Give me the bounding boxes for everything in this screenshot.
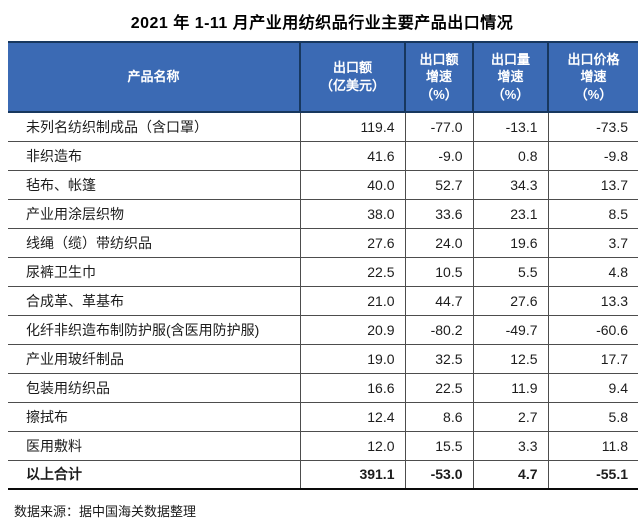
table-row: 化纤非织造布制防护服(含医用防护服) 20.9 -80.2 -49.7 -60.6 [8,315,638,345]
value-cell: -77.0 [404,112,473,142]
header-cell-export-price-growth: 出口价格 增速 （%） [547,41,638,113]
value-cell: -53.0 [404,460,473,490]
header-cell-product-name: 产品名称 [8,41,300,113]
header-cell-export-value: 出口额 （亿美元） [299,41,405,113]
product-name-cell: 擦拭布 [8,402,300,432]
value-cell: 44.7 [404,286,473,316]
product-name-cell: 产业用玻纤制品 [8,344,300,374]
value-cell: 19.0 [299,344,405,374]
value-cell: 3.7 [547,228,638,258]
value-cell: 12.0 [299,431,405,461]
value-cell: -13.1 [472,112,548,142]
value-cell: 16.6 [299,373,405,403]
product-name-cell: 包装用纺织品 [8,373,300,403]
value-cell: -55.1 [547,460,638,490]
value-cell: 23.1 [472,199,548,229]
value-cell: 119.4 [299,112,405,142]
value-cell: 5.5 [472,257,548,287]
value-cell: 41.6 [299,141,405,171]
header-cell-export-value-growth: 出口额 增速 （%） [404,41,473,113]
product-name-cell: 尿裤卫生巾 [8,257,300,287]
value-cell: 27.6 [299,228,405,258]
value-cell: -49.7 [472,315,548,345]
export-table: 产品名称 出口额 （亿美元） 出口额 增速 （%） 出口量 增速 （%） 出口价… [8,41,638,490]
value-cell: -80.2 [404,315,473,345]
product-name-cell: 产业用涂层织物 [8,199,300,229]
value-cell: 20.9 [299,315,405,345]
table-row: 产业用玻纤制品 19.0 32.5 12.5 17.7 [8,344,638,374]
product-name-cell: 毡布、帐篷 [8,170,300,200]
value-cell: 22.5 [299,257,405,287]
value-cell: 38.0 [299,199,405,229]
table-body: 未列名纺织制成品（含口罩） 119.4 -77.0 -13.1 -73.5 非织造布 41.… [8,112,638,490]
page-title: 2021 年 1-11 月产业用纺织品行业主要产品出口情况 [130,15,514,32]
value-cell: 11.8 [547,431,638,461]
value-cell: 27.6 [472,286,548,316]
value-cell: 4.8 [547,257,638,287]
value-cell: 13.7 [547,170,638,200]
value-cell: 33.6 [404,199,473,229]
value-cell: 34.3 [472,170,548,200]
table-row: 非织造布 41.6 -9.0 0.8 -9.8 [8,141,638,171]
value-cell: 10.5 [404,257,473,287]
value-cell: 15.5 [404,431,473,461]
value-cell: 12.4 [299,402,405,432]
table-row: 线绳（缆）带纺织品 27.6 24.0 19.6 3.7 [8,228,638,258]
value-cell: 4.7 [472,460,548,490]
table-row: 毡布、帐篷 40.0 52.7 34.3 13.7 [8,170,638,200]
value-cell: 21.0 [299,286,405,316]
product-name-cell: 医用敷料 [8,431,300,461]
value-cell: 9.4 [547,373,638,403]
table-row: 合成革、革基布 21.0 44.7 27.6 13.3 [8,286,638,316]
data-source-note: 数据来源：据中国海关数据整理 [14,504,197,519]
value-cell: 0.8 [472,141,548,171]
product-name-cell: 线绳（缆）带纺织品 [8,228,300,258]
value-cell: -73.5 [547,112,638,142]
value-cell: 391.1 [299,460,405,490]
product-name-cell: 合成革、革基布 [8,286,300,316]
value-cell: 19.6 [472,228,548,258]
value-cell: 12.5 [472,344,548,374]
value-cell: 8.5 [547,199,638,229]
table-row: 产业用涂层织物 38.0 33.6 23.1 8.5 [8,199,638,229]
table-row: 尿裤卫生巾 22.5 10.5 5.5 4.8 [8,257,638,287]
product-name-cell: 未列名纺织制成品（含口罩） [8,112,300,142]
product-name-cell: 化纤非织造布制防护服(含医用防护服) [8,315,300,345]
table-header-row: 产品名称 出口额 （亿美元） 出口额 增速 （%） 出口量 增速 （%） 出口价… [8,41,638,113]
value-cell: -60.6 [547,315,638,345]
value-cell: 17.7 [547,344,638,374]
value-cell: 40.0 [299,170,405,200]
value-cell: 11.9 [472,373,548,403]
value-cell: 52.7 [404,170,473,200]
header-cell-export-volume-growth: 出口量 增速 （%） [472,41,548,113]
value-cell: 32.5 [404,344,473,374]
value-cell: 22.5 [404,373,473,403]
table-row: 包装用纺织品 16.6 22.5 11.9 9.4 [8,373,638,403]
value-cell: -9.0 [404,141,473,171]
table-row: 医用敷料 12.0 15.5 3.3 11.8 [8,431,638,461]
product-name-cell: 非织造布 [8,141,300,171]
value-cell: 13.3 [547,286,638,316]
value-cell: 5.8 [547,402,638,432]
value-cell: -9.8 [547,141,638,171]
value-cell: 8.6 [404,402,473,432]
value-cell: 24.0 [404,228,473,258]
value-cell: 2.7 [472,402,548,432]
total-row: 以上合计 391.1 -53.0 4.7 -55.1 [8,460,638,490]
value-cell: 3.3 [472,431,548,461]
table-row: 未列名纺织制成品（含口罩） 119.4 -77.0 -13.1 -73.5 [8,112,638,142]
total-label-cell: 以上合计 [8,460,300,490]
table-row: 擦拭布 12.4 8.6 2.7 5.8 [8,402,638,432]
